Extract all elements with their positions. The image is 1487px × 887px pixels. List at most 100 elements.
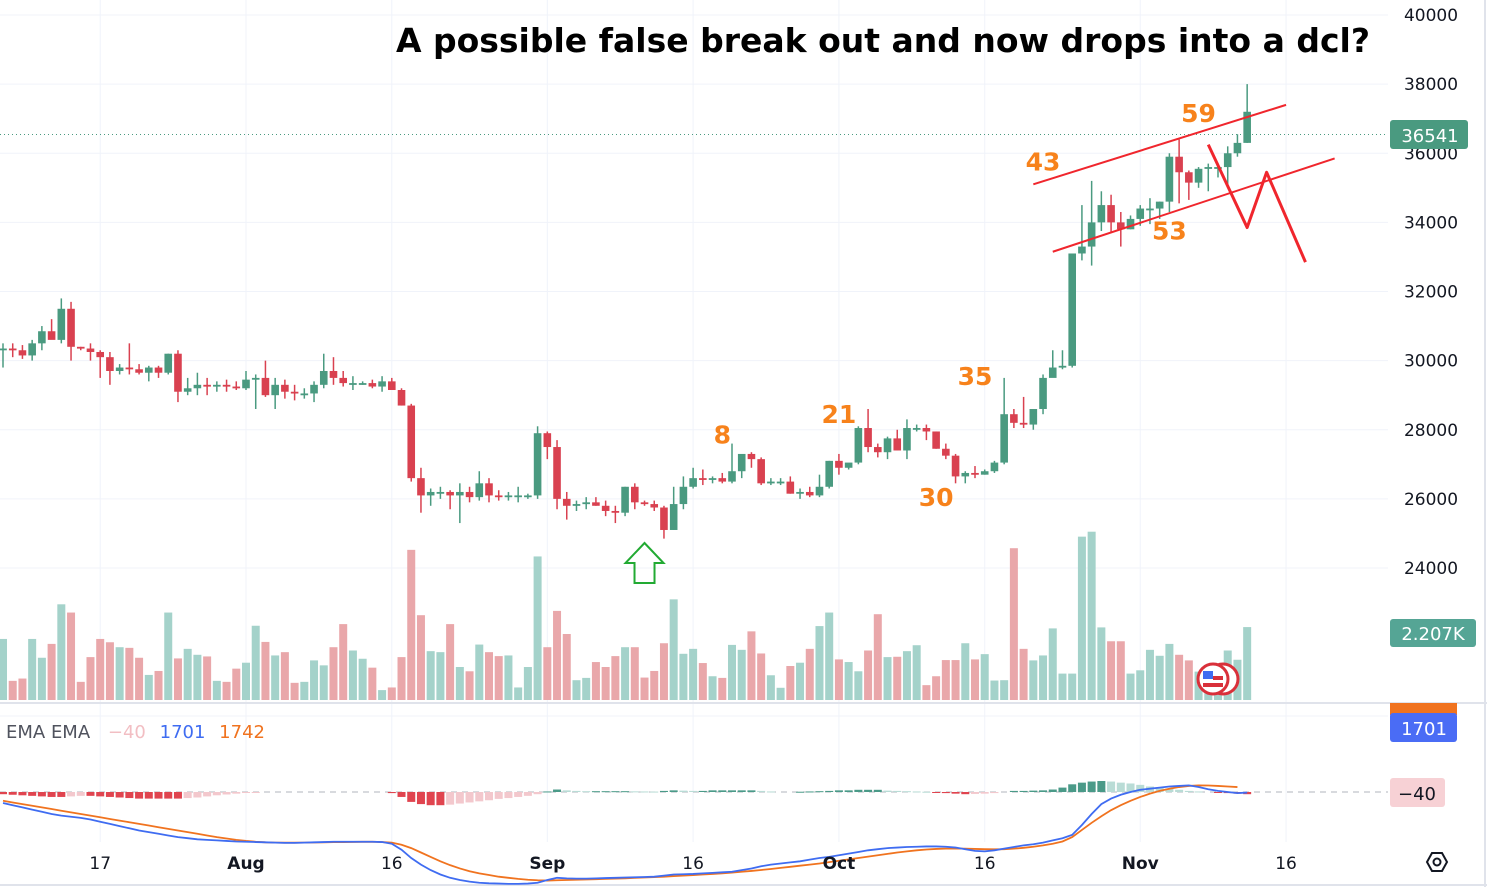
candle — [912, 424, 921, 432]
candle-body — [728, 471, 736, 482]
candle-body — [76, 346, 85, 349]
candle — [193, 372, 202, 396]
macd-legend-macd: 1701 — [160, 722, 206, 743]
macd-histogram-bar — [514, 792, 523, 797]
volume-bar — [300, 681, 309, 700]
candle-body — [426, 491, 435, 496]
candle — [397, 388, 406, 406]
candle — [932, 431, 940, 449]
macd-histogram-bar — [834, 790, 843, 792]
macd-histogram-bar — [591, 791, 600, 793]
macd-histogram-bar — [601, 791, 610, 793]
macd-histogram-bar — [1097, 781, 1106, 792]
candle-body — [86, 348, 95, 352]
macd-histogram-bar — [37, 792, 46, 797]
volume-bar — [941, 660, 950, 700]
macd-histogram-bar — [154, 792, 163, 799]
gear-icon[interactable] — [1425, 852, 1449, 872]
candle — [388, 377, 396, 391]
candle-body — [319, 370, 328, 385]
candle-body — [1146, 208, 1154, 211]
macd-histogram-bar — [135, 792, 144, 799]
volume-bar — [407, 549, 416, 700]
volume-bar — [1116, 641, 1125, 700]
price-axis[interactable]: 40000 38000 36000 34000 32000 30000 28000 26000… — [1404, 6, 1458, 579]
price-tick-label: 30000 — [1404, 352, 1458, 372]
macd-histogram-bar — [893, 790, 902, 792]
candle — [621, 486, 629, 517]
volume-bar — [572, 680, 581, 700]
candle-body — [446, 491, 454, 496]
candle — [426, 488, 435, 506]
volume-bar — [1243, 627, 1252, 700]
macd-histogram-bar — [1039, 790, 1048, 792]
price-tick-label: 34000 — [1404, 213, 1458, 233]
macd-histogram-bar — [883, 790, 892, 792]
candle — [1097, 191, 1106, 232]
candle — [290, 384, 299, 401]
candle-body — [310, 384, 318, 394]
volume-bar — [47, 643, 56, 700]
candle — [242, 370, 250, 391]
macd-histogram-bar — [1048, 789, 1057, 792]
candle-body — [38, 331, 46, 344]
volume-bar — [825, 612, 834, 700]
candle-body — [533, 433, 542, 496]
candle-body — [1078, 246, 1086, 254]
date-tick-label: Nov — [1122, 854, 1159, 874]
annotation-label: 35 — [958, 362, 993, 391]
candle-body — [1175, 156, 1183, 173]
volume-bar — [1039, 655, 1048, 700]
volume-bar — [18, 678, 27, 700]
candle — [1048, 350, 1057, 378]
candle-body — [864, 428, 872, 448]
us-flag-icon[interactable] — [1196, 662, 1240, 696]
macd-histogram-bar — [105, 792, 114, 797]
macd-histogram-bar — [125, 792, 134, 799]
candle — [358, 381, 367, 385]
candle — [319, 353, 328, 389]
candle — [805, 486, 814, 498]
candle — [485, 478, 493, 503]
date-tick-label: 16 — [682, 854, 704, 874]
macd-histogram-bar — [844, 790, 853, 792]
macd-histogram-bar — [728, 790, 736, 792]
candle — [18, 345, 27, 359]
volume-bar — [86, 657, 95, 700]
candle — [1223, 146, 1232, 188]
price-tick-label: 38000 — [1404, 75, 1458, 95]
annotation-label: 21 — [822, 400, 857, 429]
last-price-label: 36541 — [1401, 126, 1458, 147]
date-tick-label: Oct — [823, 854, 856, 874]
macd-histogram-bar — [455, 792, 464, 804]
candle-body — [562, 498, 571, 506]
candle-body — [776, 481, 785, 484]
volume-bar — [96, 638, 105, 700]
macd-histogram-bar — [562, 790, 571, 792]
candle — [825, 460, 833, 489]
macd-histogram-bar — [1107, 781, 1116, 792]
volume-bar — [504, 655, 513, 700]
candle — [174, 350, 182, 403]
macd-histogram-bar — [1068, 784, 1077, 792]
volume-bar — [173, 658, 182, 700]
macd-pane — [0, 781, 1252, 885]
candle-body — [932, 431, 940, 449]
candle — [601, 500, 610, 517]
volume-bar — [1068, 673, 1077, 700]
volume-bar — [1077, 536, 1086, 700]
volume-bar — [115, 647, 124, 700]
macd-histogram-bar — [864, 789, 873, 792]
volume-bar — [873, 614, 882, 700]
macd-histogram-bar — [115, 792, 124, 798]
candle-body — [300, 393, 309, 396]
date-tick-label: 16 — [974, 854, 996, 874]
macd-histogram-bar — [446, 792, 455, 805]
macd-histogram-bar — [426, 792, 435, 806]
candle-body — [669, 504, 678, 530]
macd-signal-line — [2, 784, 1238, 882]
date-axis[interactable]: 17 Aug 16 Sep 16 Oct 16 Nov 16 — [89, 854, 1296, 874]
candle — [864, 409, 872, 453]
signal-badge — [1390, 703, 1457, 715]
